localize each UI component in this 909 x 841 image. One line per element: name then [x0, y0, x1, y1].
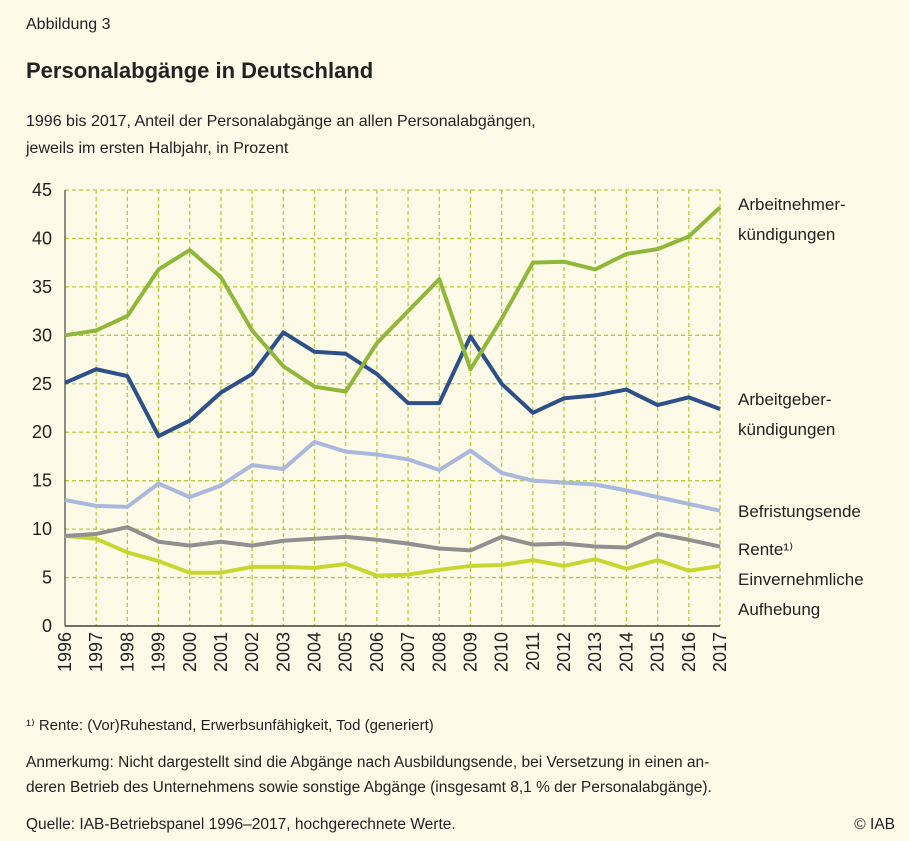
x-tick-label: 1997	[86, 632, 106, 672]
x-tick-label: 2017	[710, 632, 730, 672]
x-tick-label: 2015	[648, 632, 668, 672]
line-series	[64, 525, 721, 553]
y-tick-label: 0	[42, 616, 52, 636]
footnote: Quelle: IAB-Betriebspanel 1996–2017, hoc…	[26, 816, 456, 833]
series-label: Arbeitgeber- kündigungen	[738, 390, 836, 439]
x-tick-label: 2016	[679, 632, 699, 672]
y-tick-label: 10	[32, 519, 52, 539]
x-tick-label: 2008	[429, 632, 449, 672]
x-tick-label: 2004	[305, 632, 325, 672]
series-label: Einvernehmliche Aufhebung	[738, 570, 864, 619]
x-tick-label: 2011	[523, 632, 543, 671]
x-tick-label: 2013	[585, 632, 605, 672]
x-tick-label: 2000	[180, 632, 200, 672]
line-series	[64, 205, 722, 394]
series-label: Arbeitnehmer- kündigungen	[738, 195, 846, 244]
x-tick-label: 2007	[398, 632, 418, 672]
x-tick-label: 2010	[492, 632, 512, 672]
x-tick-label: 2009	[460, 632, 480, 672]
copyright: © IAB	[854, 816, 895, 833]
footnote: Anmerkumg: Nicht dargestellt sind die Ab…	[26, 754, 712, 796]
y-tick-label: 45	[32, 180, 52, 200]
x-tick-label: 2003	[273, 632, 293, 672]
chart-subtitle: 1996 bis 2017, Anteil der Personalabgäng…	[26, 113, 536, 157]
y-tick-label: 35	[32, 277, 52, 297]
y-tick-label: 40	[32, 228, 52, 248]
x-tick-label: 1996	[55, 632, 75, 672]
x-tick-label: 2001	[211, 632, 231, 672]
x-tick-label: 1998	[117, 632, 137, 672]
x-tick-label: 2005	[336, 632, 356, 672]
y-tick-label: 5	[42, 568, 52, 588]
x-tick-label: 2006	[367, 632, 387, 672]
footnote: ¹⁾ Rente: (Vor)Ruhestand, Erwerbsunfähig…	[26, 717, 434, 734]
x-tick-label: 2014	[616, 632, 636, 672]
series-label: Rente¹⁾	[738, 540, 794, 559]
x-tick-label: 2012	[554, 632, 574, 672]
x-tick-label: 2002	[242, 632, 262, 672]
series-label: Befristungsende	[738, 502, 861, 521]
line-series	[64, 439, 721, 513]
x-tick-label: 1999	[149, 632, 169, 672]
y-tick-label: 20	[32, 422, 52, 442]
chart-title: Personalabgänge in Deutschland	[26, 58, 374, 83]
figure-label: Abbildung 3	[26, 16, 111, 33]
y-tick-label: 15	[32, 471, 52, 491]
line-series	[64, 330, 721, 439]
line-series	[64, 533, 721, 578]
y-tick-label: 30	[32, 325, 52, 345]
y-tick-label: 25	[32, 374, 52, 394]
